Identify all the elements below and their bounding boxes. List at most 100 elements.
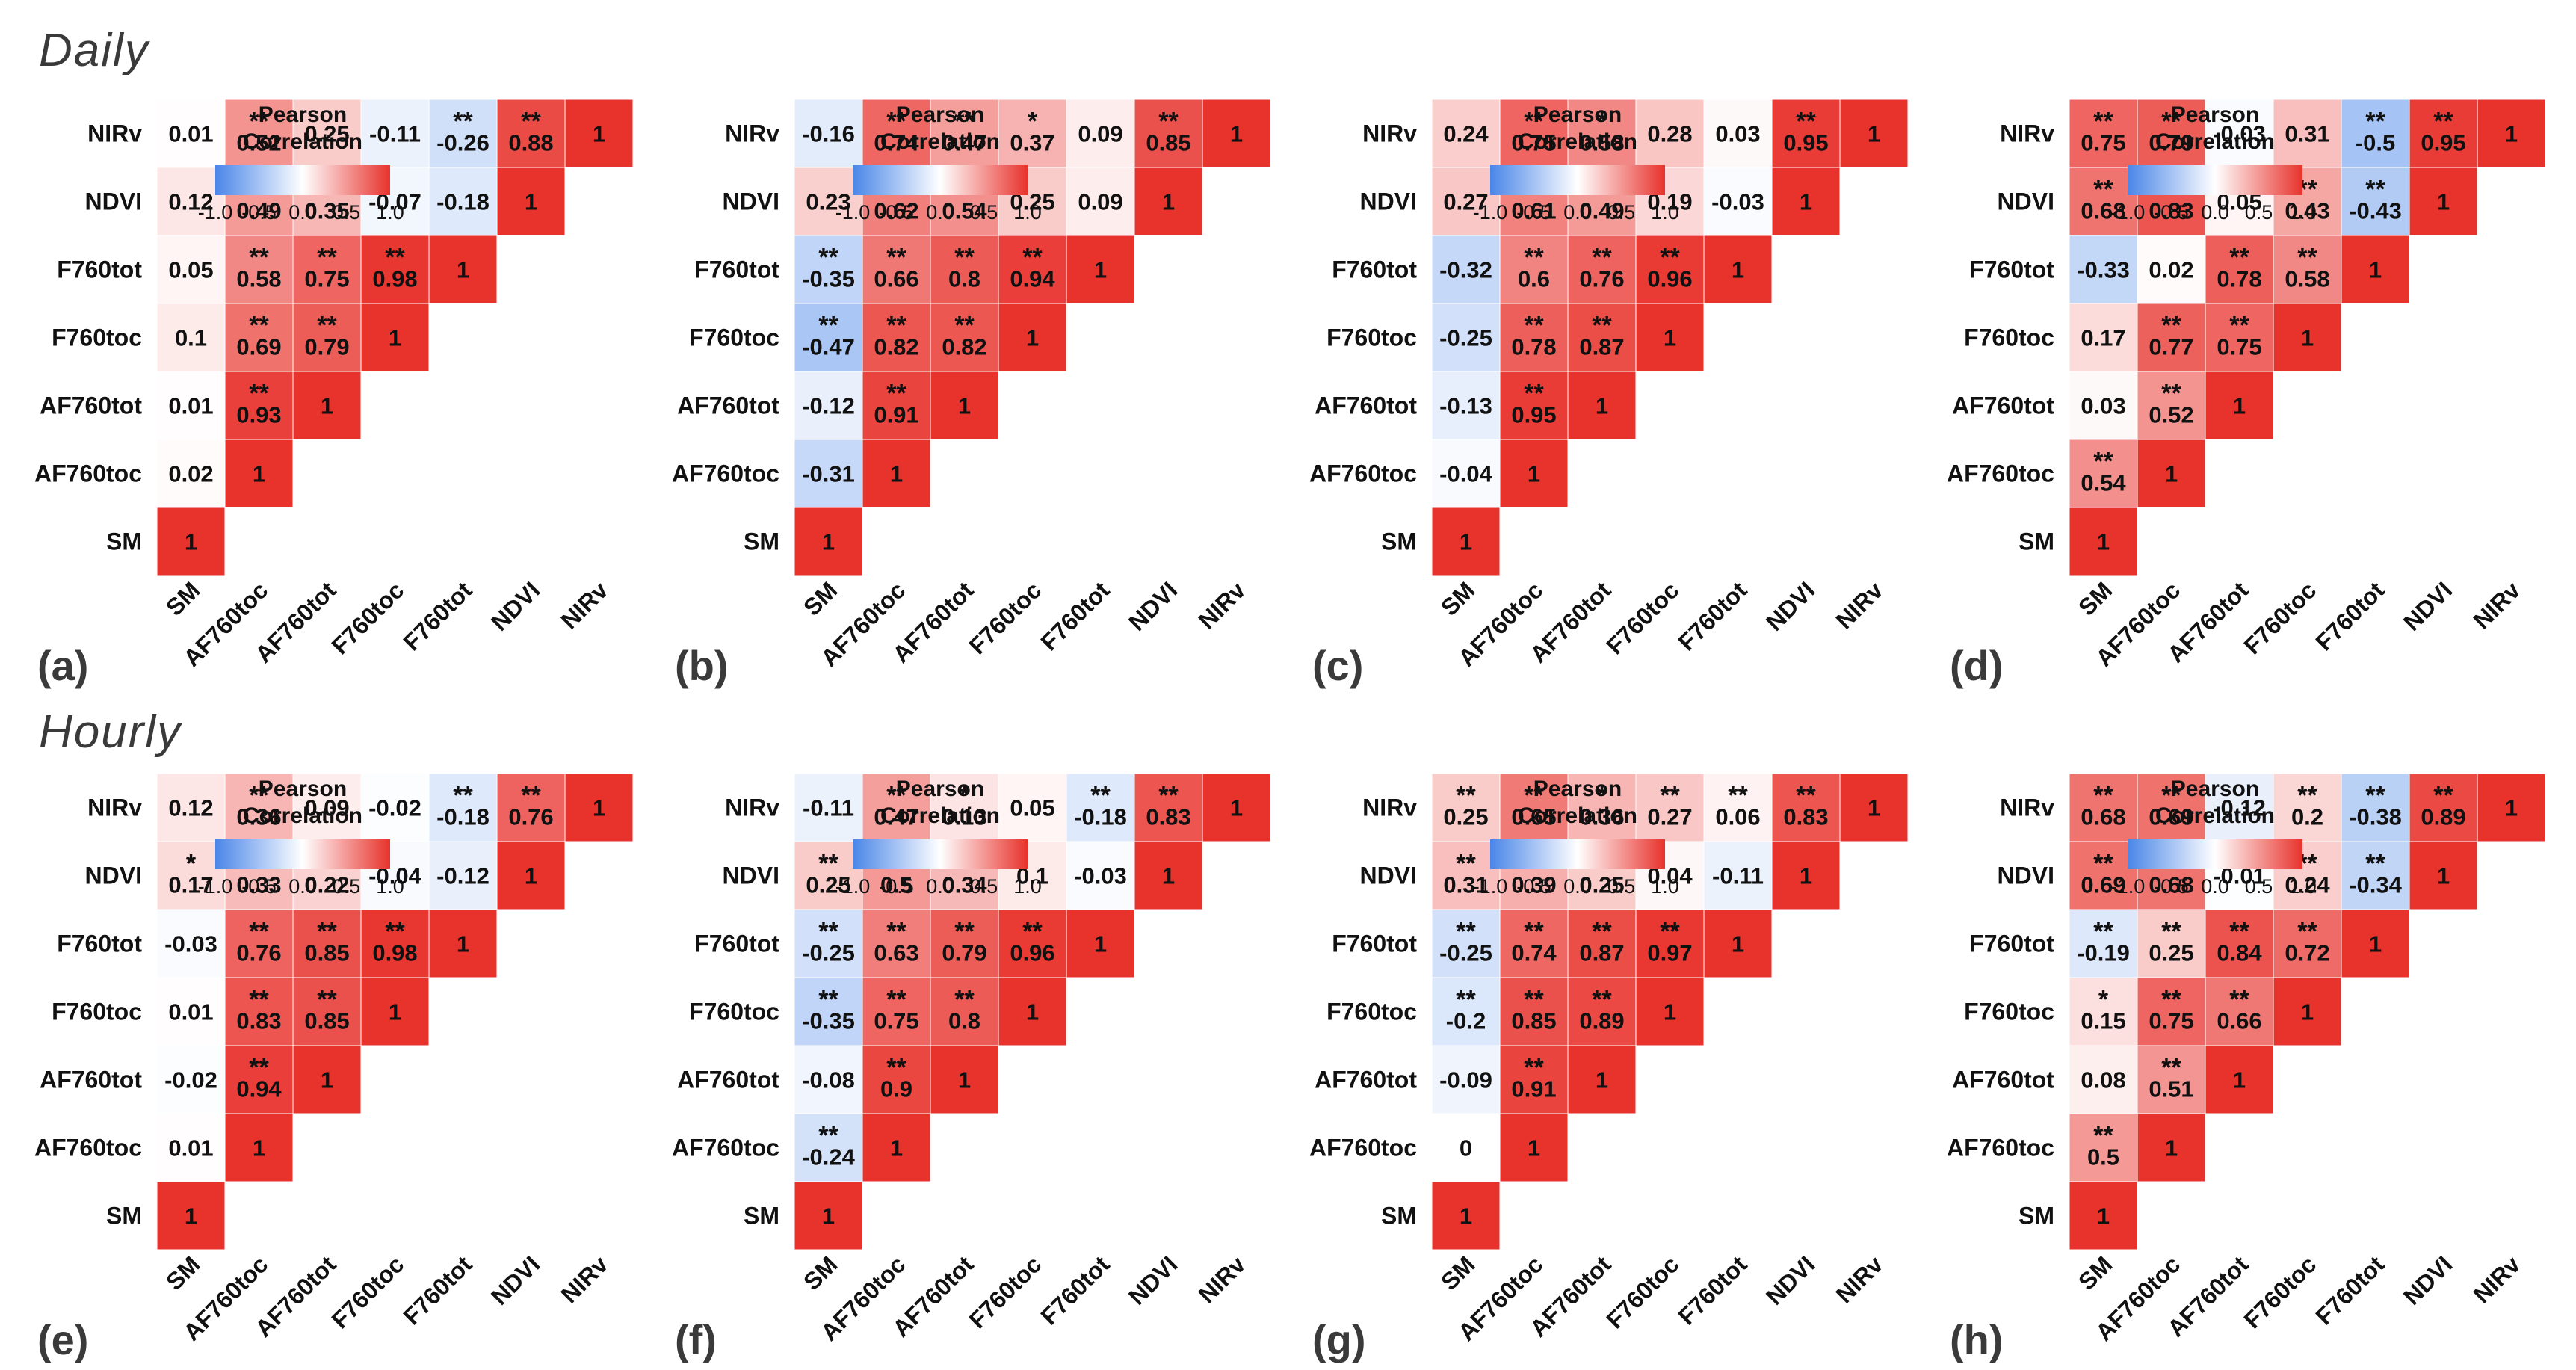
diag-value-ndvi: 1 — [1162, 189, 1175, 215]
cell-ndvi-sm — [794, 167, 863, 236]
cell-value-ndvi-af760toc: 0.61 — [1511, 198, 1556, 224]
cell-f760tot-af760tot — [930, 909, 999, 978]
cell-significance-nirv-af760toc: ** — [2161, 108, 2181, 136]
cell-value-f760tot-sm: -0.32 — [1439, 257, 1492, 283]
cell-f760toc-af760toc — [224, 977, 294, 1046]
cell-significance-nirv-f760toc: ** — [1660, 782, 1680, 810]
x-label-f760toc: F760toc — [963, 1250, 1046, 1333]
x-label-f760tot: F760tot — [398, 576, 478, 655]
y-label-sm: SM — [2019, 528, 2054, 555]
cell-af760tot-af760toc — [2137, 1045, 2206, 1114]
cell-value-nirv-f760tot: -0.38 — [2349, 804, 2402, 830]
cell-nirv-ndvi — [1134, 99, 1203, 168]
y-label-nirv: NIRv — [1362, 794, 1417, 821]
cell-value-f760tot-af760tot: 0.85 — [304, 940, 349, 966]
cell-value-nirv-ndvi: 0.89 — [2421, 804, 2465, 830]
y-label-af760toc: AF760toc — [1309, 460, 1417, 487]
diag-cell-af760toc — [2137, 1113, 2206, 1182]
y-label-nirv: NIRv — [87, 794, 142, 821]
legend-tick-1-0: 1.0 — [1013, 201, 1042, 223]
cell-value-ndvi-sm: 0.25 — [806, 872, 850, 898]
x-label-ndvi: NDVI — [1761, 576, 1820, 636]
diag-value-f760tot: 1 — [457, 257, 469, 283]
legend-colorbar — [853, 839, 1028, 869]
legend-tick-1-0: -1.0 — [198, 875, 233, 898]
diag-cell-af760toc — [1499, 439, 1569, 508]
legend-tick-0-0: 0.0 — [926, 875, 954, 898]
cell-significance-af760toc-sm: ** — [2093, 448, 2113, 476]
cell-value-nirv-f760tot: 0.06 — [1715, 804, 1760, 830]
cell-significance-f760tot-af760toc: ** — [2161, 918, 2181, 946]
cell-value-nirv-f760tot: -0.18 — [1074, 804, 1127, 830]
cell-significance-f760tot-af760tot: ** — [954, 918, 975, 946]
x-label-f760tot: F760tot — [2311, 1250, 2390, 1330]
cell-value-nirv-af760toc: 0.47 — [874, 804, 918, 830]
legend-tick-0-0: 0.0 — [2201, 201, 2229, 223]
x-label-sm: SM — [161, 576, 205, 620]
cell-f760tot-af760toc — [1499, 909, 1569, 978]
diag-value-sm: 1 — [185, 529, 197, 555]
y-label-f760tot: F760tot — [1332, 931, 1417, 957]
x-label-nirv: NIRv — [555, 576, 613, 634]
diag-value-f760toc: 1 — [389, 325, 401, 351]
diag-cell-f760toc — [998, 303, 1067, 372]
cell-f760tot-af760toc — [862, 909, 931, 978]
cell-nirv-af760toc — [224, 99, 294, 168]
y-label-sm: SM — [744, 528, 779, 555]
y-label-nirv: NIRv — [2000, 120, 2054, 147]
diag-cell-af760tot — [1567, 1045, 1637, 1114]
y-label-nirv: NIRv — [725, 794, 779, 821]
cell-f760tot-af760tot — [1567, 235, 1637, 304]
diag-cell-af760toc — [862, 439, 931, 508]
cell-value-f760toc-af760toc: 0.83 — [236, 1008, 281, 1034]
cell-value-ndvi-sm: 0.31 — [1443, 872, 1488, 898]
cell-significance-af760toc-sm: ** — [818, 1122, 838, 1150]
cell-value-f760tot-af760toc: 0.63 — [874, 940, 918, 966]
cell-f760toc-sm — [156, 977, 226, 1046]
cell-value-ndvi-af760tot: 0.49 — [1579, 198, 1624, 224]
diag-cell-f760tot — [1703, 909, 1773, 978]
diag-value-af760tot: 1 — [2233, 393, 2246, 419]
cell-significance-af760tot-af760toc: ** — [249, 1054, 269, 1082]
legend-tick-0-5: -0.5 — [241, 201, 277, 223]
cell-value-nirv-f760toc: -0.02 — [368, 795, 421, 821]
cell-ndvi-sm — [2069, 841, 2138, 910]
x-label-f760tot: F760tot — [2311, 576, 2390, 655]
diag-value-af760tot: 1 — [1596, 1067, 1608, 1093]
diag-cell-nirv — [1202, 773, 1271, 842]
cell-nirv-af760tot — [930, 773, 999, 842]
y-label-f760toc: F760toc — [52, 324, 142, 351]
legend-tick-0-5: 0.5 — [970, 875, 998, 898]
legend-tick-1-0: 1.0 — [2288, 201, 2317, 223]
diag-cell-f760tot — [2341, 909, 2410, 978]
panel-label: (h) — [1950, 1316, 2004, 1363]
diag-value-sm: 1 — [822, 529, 835, 555]
cell-value-f760toc-sm: 0.15 — [2081, 1008, 2125, 1034]
x-label-nirv: NIRv — [1830, 576, 1888, 634]
diag-value-f760toc: 1 — [1664, 999, 1676, 1025]
cell-f760tot-af760toc — [2137, 235, 2206, 304]
cell-value-nirv-sm: 0.25 — [1443, 804, 1488, 830]
diag-cell-af760tot — [1567, 371, 1637, 440]
legend-tick-0-0: 0.0 — [1563, 875, 1592, 898]
diag-cell-ndvi — [496, 841, 566, 910]
legend-tick-0-0: 0.0 — [2201, 875, 2229, 898]
cell-value-f760tot-af760tot: 0.87 — [1579, 940, 1624, 966]
cell-value-af760tot-sm: -0.12 — [802, 393, 855, 419]
panel-label: (a) — [37, 642, 88, 689]
legend-tick-0-0: 0.0 — [926, 201, 954, 223]
cell-f760tot-af760tot — [2205, 909, 2274, 978]
legend-tick-0-0: 0.0 — [288, 201, 317, 223]
cell-value-nirv-af760toc: 0.65 — [1511, 804, 1556, 830]
cell-value-f760tot-sm: -0.03 — [164, 931, 217, 957]
diag-value-f760toc: 1 — [1026, 325, 1039, 351]
cell-significance-nirv-ndvi: ** — [1796, 108, 1816, 136]
x-label-f760tot: F760tot — [1673, 1250, 1752, 1330]
x-label-ndvi: NDVI — [486, 1250, 546, 1310]
diag-cell-ndvi — [2409, 841, 2478, 910]
cell-value-f760toc-sm: 0.1 — [175, 325, 207, 351]
cell-value-af760tot-sm: -0.13 — [1439, 393, 1492, 419]
cell-f760tot-sm — [2069, 909, 2138, 978]
